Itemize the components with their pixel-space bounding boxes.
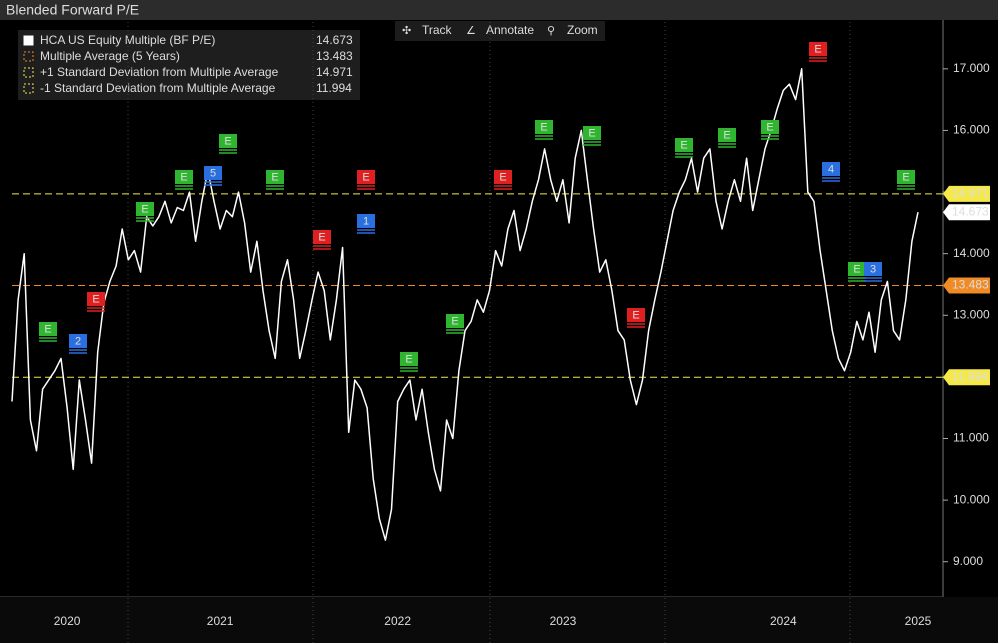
legend-value: 14.971 xyxy=(316,65,353,79)
event-label: E xyxy=(318,231,325,243)
value-tag-label: 11.994 xyxy=(952,369,988,383)
value-tag xyxy=(943,369,990,386)
legend-label: +1 Standard Deviation from Multiple Aver… xyxy=(40,65,279,79)
event-marker xyxy=(266,170,284,184)
value-tag-label: 14.971 xyxy=(952,186,989,200)
legend-swatch xyxy=(23,83,34,94)
legend-value: 14.673 xyxy=(316,33,353,47)
legend-swatch xyxy=(23,35,34,46)
y-tick-label: 9.000 xyxy=(953,554,983,568)
event-marker xyxy=(357,214,375,228)
event-marker xyxy=(69,334,87,348)
toolbar-icon: ✣ xyxy=(402,25,411,37)
event-label: E xyxy=(180,171,187,183)
event-label: E xyxy=(588,127,595,139)
legend-swatch xyxy=(23,67,34,78)
event-label: E xyxy=(723,129,730,141)
event-label: 4 xyxy=(828,163,834,175)
legend-label: HCA US Equity Multiple (BF P/E) xyxy=(40,33,215,47)
event-label: E xyxy=(44,323,51,335)
y-tick-label: 14.000 xyxy=(953,246,990,260)
x-tick-label: 2025 xyxy=(905,614,932,628)
value-tag xyxy=(943,185,990,202)
event-label: E xyxy=(271,171,278,183)
series-line xyxy=(11,68,919,541)
event-label: E xyxy=(224,135,231,147)
event-label: E xyxy=(814,43,821,55)
event-marker xyxy=(809,42,827,56)
y-tick-label: 16.000 xyxy=(953,123,990,137)
event-label: E xyxy=(451,315,458,327)
toolbar-button[interactable]: Annotate xyxy=(486,23,534,37)
event-marker xyxy=(822,162,840,176)
event-label: 1 xyxy=(363,215,369,227)
y-tick-label: 10.000 xyxy=(953,492,990,506)
event-marker xyxy=(848,262,866,276)
event-marker xyxy=(446,314,464,328)
y-tick-label: 17.000 xyxy=(953,61,990,75)
event-marker xyxy=(219,134,237,148)
event-marker xyxy=(175,170,193,184)
event-label: E xyxy=(362,171,369,183)
x-tick-label: 2020 xyxy=(54,614,81,628)
event-label: 5 xyxy=(210,167,216,179)
chart-title: Blended Forward P/E xyxy=(6,2,139,18)
event-label: E xyxy=(92,293,99,305)
legend: HCA US Equity Multiple (BF P/E) 14.673 Mul… xyxy=(18,30,360,100)
event-marker xyxy=(204,166,222,180)
event-marker xyxy=(897,170,915,184)
event-label: 2 xyxy=(75,335,81,347)
event-marker xyxy=(136,202,154,216)
event-marker xyxy=(400,352,418,366)
plot-bg xyxy=(0,20,998,643)
event-label: E xyxy=(766,121,773,133)
event-marker xyxy=(675,138,693,152)
legend-label: -1 Standard Deviation from Multiple Aver… xyxy=(40,81,276,95)
event-marker xyxy=(864,262,882,276)
event-label: E xyxy=(853,263,860,275)
event-label: E xyxy=(902,171,909,183)
x-tick-label: 2021 xyxy=(207,614,234,628)
value-tag xyxy=(943,277,990,294)
event-marker xyxy=(313,230,331,244)
value-tag xyxy=(943,204,990,221)
event-label: E xyxy=(680,139,687,151)
legend-value: 11.994 xyxy=(316,81,352,95)
event-label: E xyxy=(540,121,547,133)
toolbar-button[interactable]: Zoom xyxy=(567,23,598,37)
x-tick-label: 2022 xyxy=(384,614,411,628)
event-marker xyxy=(87,292,105,306)
x-tick-label: 2023 xyxy=(550,614,577,628)
toolbar-button[interactable]: Track xyxy=(422,23,453,37)
toolbar-icon: ⚲ xyxy=(547,25,555,37)
y-tick-label: 13.000 xyxy=(953,307,990,321)
legend-box xyxy=(18,30,360,100)
event-marker xyxy=(39,322,57,336)
x-axis-bg xyxy=(0,597,998,643)
event-label: E xyxy=(632,309,639,321)
y-tick-label: 11.000 xyxy=(953,431,989,445)
event-marker xyxy=(718,128,736,142)
toolbar xyxy=(395,21,605,41)
event-label: E xyxy=(405,353,412,365)
value-tag-label: 13.483 xyxy=(952,278,989,292)
value-tag-label: 14.673 xyxy=(952,204,989,218)
event-marker xyxy=(627,308,645,322)
event-label: E xyxy=(141,203,148,215)
toolbar-icon: ∠ xyxy=(466,25,476,37)
title-bar xyxy=(0,0,998,20)
event-marker xyxy=(583,126,601,140)
event-marker xyxy=(535,120,553,134)
legend-swatch xyxy=(23,51,34,62)
legend-value: 13.483 xyxy=(316,49,353,63)
x-tick-label: 2024 xyxy=(770,614,797,628)
legend-label: Multiple Average (5 Years) xyxy=(40,49,180,63)
event-marker xyxy=(494,170,512,184)
event-label: 3 xyxy=(870,263,876,275)
event-marker xyxy=(761,120,779,134)
event-marker xyxy=(357,170,375,184)
event-label: E xyxy=(499,171,506,183)
